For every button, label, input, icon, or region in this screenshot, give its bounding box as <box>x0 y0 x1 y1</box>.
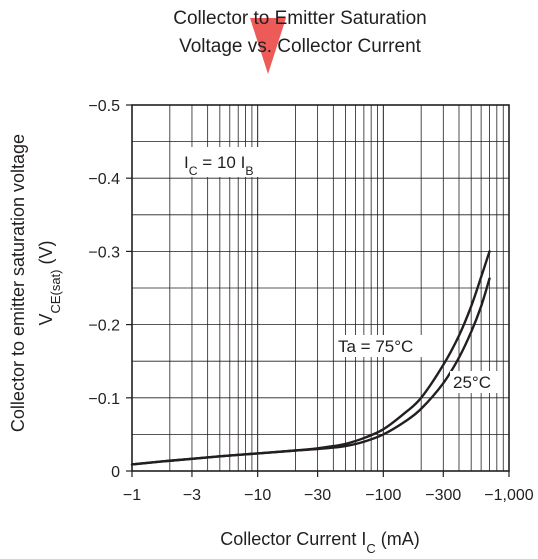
y-tick-label: 0 <box>111 464 120 481</box>
y-tick-label: −0.5 <box>88 98 120 115</box>
y-axis-label-line-1: Collector to emitter saturation voltage <box>8 134 28 432</box>
x-tick-label: −300 <box>425 487 461 504</box>
y-tick-label: −0.3 <box>88 244 120 261</box>
condition-label: IC = 10 IB <box>184 153 253 178</box>
x-tick-label: −10 <box>244 487 271 504</box>
x-tick-label: −100 <box>365 487 401 504</box>
axis-ticks: −1 −3 −10 −30 −100 −300 −1,000 0 −0.1 −0.2 −0.3 −0.… <box>88 98 533 504</box>
series-label-75c: Ta = 75°C <box>338 337 413 356</box>
y-tick-label: −0.1 <box>88 391 120 408</box>
plot-frame <box>131 104 510 472</box>
labels: Ta = 75°C 25°C IC = 10 IB Collector Current… <box>8 134 502 556</box>
series-line-ta-25c <box>130 277 491 466</box>
x-axis-label: Collector Current IC (mA) <box>220 529 419 556</box>
series-label-75c-bg <box>335 335 439 357</box>
chart-title-line-2: Voltage vs. Collector Current <box>179 36 421 57</box>
x-tick-label: −1,000 <box>484 487 533 504</box>
y-tick-label: −0.2 <box>88 318 120 335</box>
x-tick-label: −3 <box>183 487 201 504</box>
series-label-25c-bg <box>450 371 502 393</box>
x-tick-label: −1 <box>123 487 141 504</box>
series-label-25c: 25°C <box>453 373 491 392</box>
chart-title-line-1: Collector to Emitter Saturation <box>173 8 427 29</box>
series-lines <box>130 250 491 466</box>
condition-label-bg <box>181 147 271 177</box>
series-line-ta-75c <box>130 250 491 466</box>
x-tick-label: −30 <box>304 487 331 504</box>
y-tick-label: −0.4 <box>88 171 120 188</box>
watermark-shape <box>250 18 286 74</box>
y-axis-label-line-2: VCE(sat) (V) <box>36 241 63 326</box>
watermark-triangle <box>250 18 286 74</box>
